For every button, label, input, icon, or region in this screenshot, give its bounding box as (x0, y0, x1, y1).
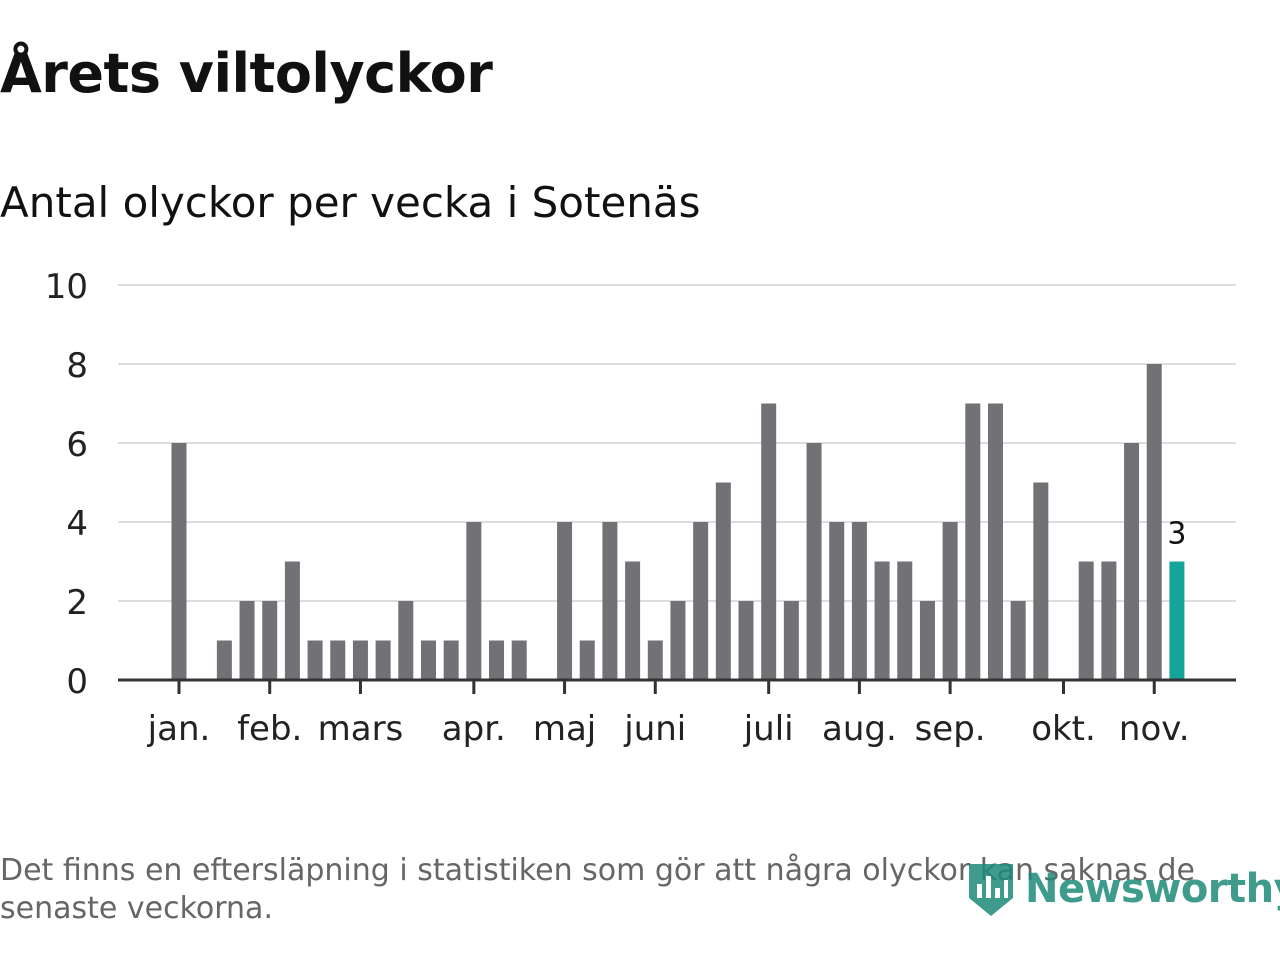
bar (897, 561, 913, 680)
bar (1124, 443, 1140, 680)
x-tick-label: okt. (1031, 709, 1096, 749)
x-tick-label: sep. (915, 709, 986, 749)
bar (738, 601, 754, 680)
bar (330, 640, 346, 680)
bar (557, 522, 573, 680)
bar (420, 640, 436, 680)
newsworthy-logo: Newsworthy (965, 858, 1280, 920)
x-axis-ticks: jan. feb. mars apr. maj juni juli aug. sep. okt. n… (147, 680, 1190, 749)
bar (375, 640, 391, 680)
x-tick-label: apr. (442, 709, 506, 749)
bar (1078, 561, 1094, 680)
x-tick-label: mars (318, 709, 404, 749)
y-tick-label: 10 (45, 267, 88, 307)
bar-chart: 0 2 4 6 8 10 3 jan. feb. mars apr. maj juni juli aug… (45, 267, 1236, 749)
bar (511, 640, 527, 680)
bar (307, 640, 323, 680)
y-tick-label: 6 (66, 425, 88, 465)
bar (851, 522, 867, 680)
data-label: 3 (1167, 517, 1186, 552)
bar (398, 601, 414, 680)
bar (625, 561, 641, 680)
bar (489, 640, 505, 680)
x-tick-label: maj (533, 709, 596, 749)
bar (942, 522, 958, 680)
bar (579, 640, 595, 680)
y-tick-label: 2 (66, 583, 88, 623)
x-tick-label: aug. (822, 709, 897, 749)
bar (874, 561, 890, 680)
bar (647, 640, 663, 680)
newsworthy-logo-text: Newsworthy (1025, 866, 1280, 912)
bar (262, 601, 278, 680)
x-tick-label: feb. (237, 709, 302, 749)
bar (806, 443, 822, 680)
x-tick-label: juni (623, 709, 686, 749)
bar (1010, 601, 1026, 680)
bar (443, 640, 459, 680)
bar (783, 601, 799, 680)
bar-highlight (1169, 561, 1185, 680)
bar (965, 403, 981, 680)
y-tick-label: 8 (66, 346, 88, 386)
bar (1146, 364, 1162, 680)
chart-subtitle: Antal olyckor per vecka i Sotenäs (0, 178, 701, 227)
y-tick-label: 4 (66, 504, 88, 544)
bar (284, 561, 300, 680)
bar (987, 403, 1003, 680)
bar (919, 601, 935, 680)
grid-lines (118, 284, 1236, 602)
bar (352, 640, 368, 680)
page-title: Årets viltolyckor (0, 42, 493, 105)
bar (171, 443, 187, 680)
y-tick-label: 0 (66, 662, 88, 702)
x-tick-label: jan. (147, 709, 211, 749)
bar (1101, 561, 1117, 680)
y-axis-ticks: 0 2 4 6 8 10 (45, 267, 88, 702)
bar (693, 522, 709, 680)
bar (829, 522, 845, 680)
x-tick-label: juli (743, 709, 794, 749)
bar (239, 601, 255, 680)
bar (670, 601, 686, 680)
x-tick-label: nov. (1119, 709, 1190, 749)
bar (466, 522, 482, 680)
bar (761, 403, 777, 680)
bar (1033, 482, 1049, 680)
bar (602, 522, 618, 680)
bar (715, 482, 731, 680)
bar (216, 640, 232, 680)
bars: 3 (171, 364, 1186, 680)
newsworthy-logo-icon (969, 864, 1013, 916)
